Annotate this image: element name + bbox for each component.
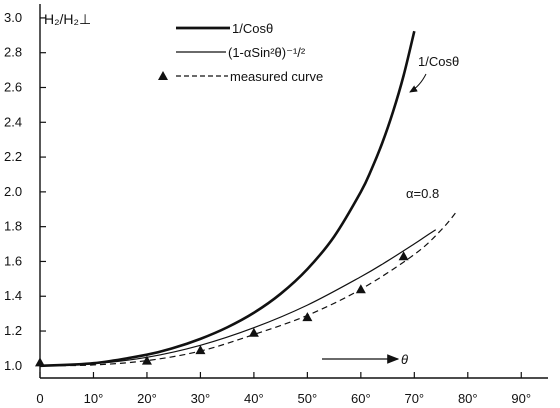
x-tick-label: 90° (511, 391, 531, 406)
legend-label-alpha: (1-αSin²θ)⁻¹/² (228, 45, 306, 60)
y-tick-label: 3.0 (4, 10, 22, 25)
y-tick-label: 1.6 (4, 253, 22, 268)
y-tick-label: 1.4 (4, 288, 22, 303)
legend: 1/Cosθ (1-αSin²θ)⁻¹/² measured curve (158, 21, 323, 84)
legend-label-measured: measured curve (230, 69, 323, 84)
x-tick-label: 60° (351, 391, 371, 406)
y-ticks: 1.0 1.2 1.4 1.6 1.8 2.0 2.2 2.4 2.6 2.8 3.0 (4, 10, 46, 373)
measured-point (398, 251, 409, 261)
x-tick-label: 10° (84, 391, 104, 406)
y-tick-label: 2.4 (4, 114, 22, 129)
x-tick-label: 80° (458, 391, 478, 406)
theta-arrow-label: θ (401, 352, 408, 367)
series-line-alpha (39, 229, 437, 367)
measured-point (35, 357, 45, 367)
y-tick-label: 1.0 (4, 358, 22, 373)
measured-point (248, 327, 259, 337)
y-tick-label: 1.8 (4, 219, 22, 234)
x-tick-label: 50° (298, 391, 318, 406)
legend-label-cos: 1/Cosθ (232, 21, 273, 36)
axes (39, 4, 548, 379)
legend-swatch-triangle (158, 71, 168, 80)
annotations: 1/Cosθ α=0.8 θ (322, 54, 459, 367)
y-tick-label: 1.2 (4, 323, 22, 338)
x-ticks: 0 10° 20° 30° 40° 50° 60° 70° 80° 90° (36, 372, 531, 406)
x-tick-label: 20° (137, 391, 157, 406)
measured-point (195, 345, 206, 355)
series-layer (39, 30, 458, 368)
x-tick-label: 0 (36, 391, 43, 406)
y-tick-label: 2.6 (4, 79, 22, 94)
x-tick-label: 70° (404, 391, 424, 406)
x-tick-label: 30° (191, 391, 211, 406)
curve-label-pointer (409, 73, 427, 93)
measured-point (141, 355, 152, 365)
y-tick-label: 2.8 (4, 45, 22, 60)
curve-label-cos: 1/Cosθ (418, 54, 459, 69)
measured-point (355, 284, 366, 294)
y-tick-label: 2.2 (4, 149, 22, 164)
measured-point (302, 312, 313, 322)
curve-label-alpha: α=0.8 (406, 186, 439, 201)
x-tick-label: 40° (244, 391, 264, 406)
measured-points (35, 251, 409, 367)
y-axis-label: H₂/H₂⊥ (44, 11, 91, 27)
y-tick-label: 2.0 (4, 184, 22, 199)
series-line-measured (39, 210, 458, 367)
series-line-cos (39, 30, 416, 368)
